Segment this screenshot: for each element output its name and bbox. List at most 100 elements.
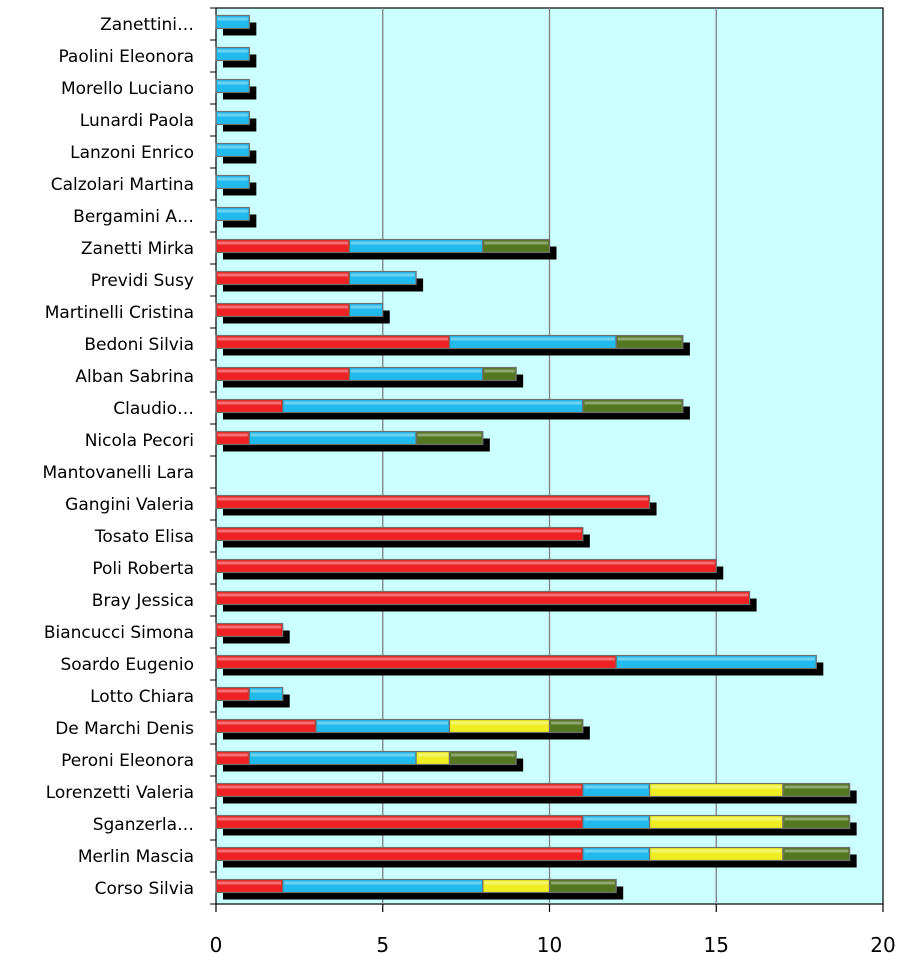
bar-highlight [617, 337, 682, 341]
bar-highlight [350, 369, 482, 373]
category-label: Bedoni Silvia [84, 335, 194, 355]
bar-highlight [217, 145, 248, 149]
bar-segment [215, 622, 284, 638]
category-label: Poli Roberta [92, 559, 194, 579]
category-label: Bergamini A… [73, 207, 194, 227]
bar-segment [215, 14, 250, 30]
bar-segment [548, 878, 617, 894]
bar-segment [348, 366, 484, 382]
bar-segment [215, 174, 250, 190]
bar-highlight [584, 401, 682, 405]
bar-segment [582, 846, 651, 862]
bar-highlight [217, 849, 582, 853]
bar-highlight [584, 849, 649, 853]
x-axis-ticks: 0 5 10 15 20 [210, 7, 896, 956]
bar-segment [215, 238, 350, 254]
category-label: Bray Jessica [92, 591, 194, 611]
bar-segment [415, 430, 484, 446]
bar-segment [782, 814, 851, 830]
bar-segment [482, 366, 517, 382]
category-label: Nicola Pecori [85, 431, 194, 451]
bar-segment [448, 334, 617, 350]
bar-highlight [217, 753, 248, 757]
bar-highlight [651, 849, 782, 853]
category-label: Lorenzetti Valeria [46, 783, 194, 803]
bar-highlight [350, 241, 482, 245]
bar-highlight [784, 817, 849, 821]
bar-highlight [217, 625, 282, 629]
bar-segment [215, 654, 617, 670]
bars [215, 14, 857, 900]
bar-segment [448, 718, 551, 734]
bar-segment [215, 814, 584, 830]
bar-segment [215, 46, 250, 62]
category-label: Sganzerla… [93, 815, 194, 835]
category-label: De Marchi Denis [55, 719, 194, 739]
bar-segment [782, 846, 851, 862]
bar-highlight [217, 721, 315, 725]
category-label: Tosato Elisa [94, 527, 194, 547]
bar-highlight [217, 529, 582, 533]
category-label: Martinelli Cristina [45, 303, 194, 323]
bar-segment [215, 558, 717, 574]
bar-segment [215, 878, 284, 894]
bar-segment [215, 110, 250, 126]
bar-segment [215, 686, 250, 702]
bar-segment [648, 814, 784, 830]
category-label: Lunardi Paola [80, 111, 194, 131]
bar-segment [582, 814, 651, 830]
bar-highlight [551, 721, 582, 725]
bar-segment [448, 750, 517, 766]
bar-highlight [484, 881, 548, 885]
category-label: Lanzoni Enrico [70, 143, 194, 163]
bar-highlight [217, 17, 248, 21]
bar-segment [282, 398, 584, 414]
bar-highlight [250, 433, 415, 437]
bar-highlight [651, 785, 782, 789]
bar-segment [215, 78, 250, 94]
bar-segment [582, 398, 684, 414]
category-label: Merlin Mascia [78, 847, 194, 867]
category-label: Gangini Valeria [65, 495, 194, 515]
category-label: Calzolari Martina [51, 175, 194, 195]
bar-highlight [217, 305, 348, 309]
bar-highlight [250, 753, 415, 757]
bar-segment [348, 302, 384, 318]
bar-highlight [417, 753, 448, 757]
bar-highlight [784, 785, 849, 789]
category-label: Biancucci Simona [44, 623, 194, 643]
bar-segment [482, 878, 551, 894]
bar-highlight [450, 721, 548, 725]
bar-segment [615, 334, 684, 350]
bar-highlight [484, 369, 515, 373]
bar-highlight [217, 689, 248, 693]
bar-highlight [584, 785, 649, 789]
category-label: Soardo Eugenio [60, 655, 194, 675]
category-label: Paolini Eleonora [58, 47, 194, 67]
bar-highlight [450, 753, 515, 757]
bar-segment [282, 878, 484, 894]
bar-segment [215, 142, 250, 158]
bar-highlight [217, 369, 348, 373]
category-label: Lotto Chiara [90, 687, 194, 707]
x-tick-label: 0 [210, 933, 223, 956]
bar-segment [215, 302, 350, 318]
bar-segment [215, 718, 317, 734]
bar-highlight [617, 657, 815, 661]
bar-segment [215, 398, 284, 414]
x-tick-label: 15 [704, 933, 729, 956]
bar-segment [215, 526, 584, 542]
bar-highlight [584, 817, 649, 821]
bar-highlight [217, 657, 615, 661]
bar-segment [248, 686, 284, 702]
bar-highlight [284, 881, 482, 885]
bar-segment [348, 238, 484, 254]
category-label: Corso Silvia [95, 879, 194, 899]
bar-segment [415, 750, 451, 766]
bar-segment [215, 366, 350, 382]
bar-segment [215, 334, 451, 350]
bar-segment [648, 782, 784, 798]
bar-segment [215, 206, 250, 222]
bar-highlight [217, 273, 348, 277]
